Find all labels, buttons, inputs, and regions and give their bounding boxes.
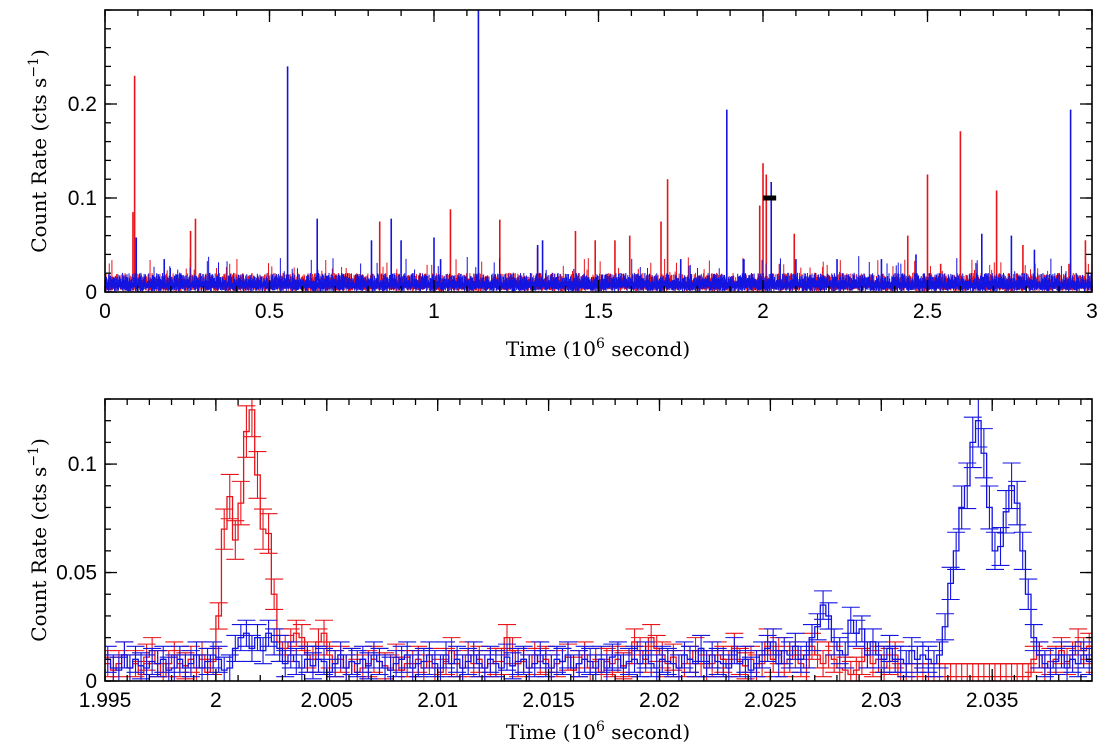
top-y-axis-title: Count Rate (cts s−1) xyxy=(26,49,51,253)
bottom-red-error-bar xyxy=(941,663,960,681)
bottom-axes: 1.995 2 2.005 2.01 2.015 2.02 2.025 2.03 2.035 0 0… xyxy=(56,398,1092,712)
top-y-tick-label: 0 xyxy=(85,281,97,304)
top-x-axis-title: Time (106 second) xyxy=(506,336,690,361)
top-x-tick-label: 1.5 xyxy=(584,300,613,323)
bottom-blue-error-bar xyxy=(159,656,178,681)
bottom-red-step-line xyxy=(105,409,1092,678)
bottom-panel: 1.995 2 2.005 2.01 2.015 2.02 2.025 2.03 2.035 0 0… xyxy=(26,398,1101,744)
bottom-blue-step-line xyxy=(105,420,1092,673)
bottom-x-tick-label: 2.015 xyxy=(522,689,575,712)
bottom-series-group xyxy=(105,399,1101,681)
bottom-red-error-bar xyxy=(841,660,860,681)
bottom-plot-frame xyxy=(104,398,1093,682)
bottom-red-error-bar xyxy=(952,663,971,681)
bottom-red-error-bar xyxy=(991,663,1010,681)
top-x-tick-label: 0.5 xyxy=(255,300,284,323)
bottom-blue-error-bars xyxy=(105,399,1101,681)
bottom-y-axis-title: Count Rate (cts s−1) xyxy=(26,438,51,642)
bottom-blue-error-bar xyxy=(109,656,128,681)
bottom-red-error-bar xyxy=(985,663,1004,681)
bottom-blue-error-bar xyxy=(1085,654,1092,681)
bottom-blue-error-bar xyxy=(381,656,400,681)
bottom-y-tick-label: 0.1 xyxy=(68,453,97,476)
bottom-x-tick-label: 2.02 xyxy=(639,689,680,712)
bottom-x-tick-label: 2.025 xyxy=(744,689,797,712)
top-y-tick-label: 0.2 xyxy=(68,93,97,116)
top-y-tick-label: 0.1 xyxy=(68,187,97,210)
bottom-red-error-bar xyxy=(980,663,999,681)
bottom-x-axis-title: Time (106 second) xyxy=(506,719,690,744)
bottom-plot-area xyxy=(105,399,1101,681)
bottom-red-error-bar xyxy=(947,663,966,681)
bottom-red-error-bar xyxy=(1002,663,1021,681)
bottom-y-tick-label: 0 xyxy=(85,670,97,693)
top-series-group xyxy=(105,10,1092,292)
bottom-x-tick-label: 2 xyxy=(210,689,222,712)
bottom-red-error-bar xyxy=(847,656,866,681)
top-x-tick-label: 2.5 xyxy=(913,300,942,323)
top-x-tick-label: 3 xyxy=(1086,300,1098,323)
top-axes: 0 0.5 1 1.5 2 2.5 3 0 0.1 0.2 xyxy=(68,9,1098,323)
bottom-red-error-bar xyxy=(997,663,1016,681)
top-plot-frame xyxy=(104,9,1093,293)
bottom-x-tick-label: 1.995 xyxy=(79,689,132,712)
bottom-x-tick-label: 2.005 xyxy=(301,689,354,712)
top-x-tick-label: 0 xyxy=(99,300,111,323)
bottom-red-error-bar xyxy=(958,663,977,681)
top-plot-area xyxy=(105,10,1092,292)
bottom-blue-error-bar xyxy=(1097,638,1101,664)
bottom-red-error-bar xyxy=(936,663,955,681)
bottom-red-error-bar xyxy=(963,663,982,681)
bottom-y-tick-label: 0.05 xyxy=(56,562,97,585)
bottom-red-error-bar xyxy=(974,663,993,681)
bottom-blue-error-bar xyxy=(741,656,760,681)
bottom-x-tick-label: 2.035 xyxy=(966,689,1019,712)
top-x-tick-label: 1 xyxy=(428,300,440,323)
bottom-x-tick-label: 2.01 xyxy=(417,689,458,712)
bottom-red-error-bar xyxy=(1008,663,1027,681)
top-x-tick-label: 2 xyxy=(757,300,769,323)
top-panel: 0 0.5 1 1.5 2 2.5 3 0 0.1 0.2 Time (106 second) C… xyxy=(26,9,1098,361)
bottom-red-error-bar xyxy=(1097,651,1101,677)
bottom-red-error-bar xyxy=(969,663,988,681)
bottom-blue-error-bar xyxy=(215,656,234,681)
bottom-blue-error-bar xyxy=(320,658,339,681)
bottom-x-tick-label: 2.03 xyxy=(861,689,902,712)
